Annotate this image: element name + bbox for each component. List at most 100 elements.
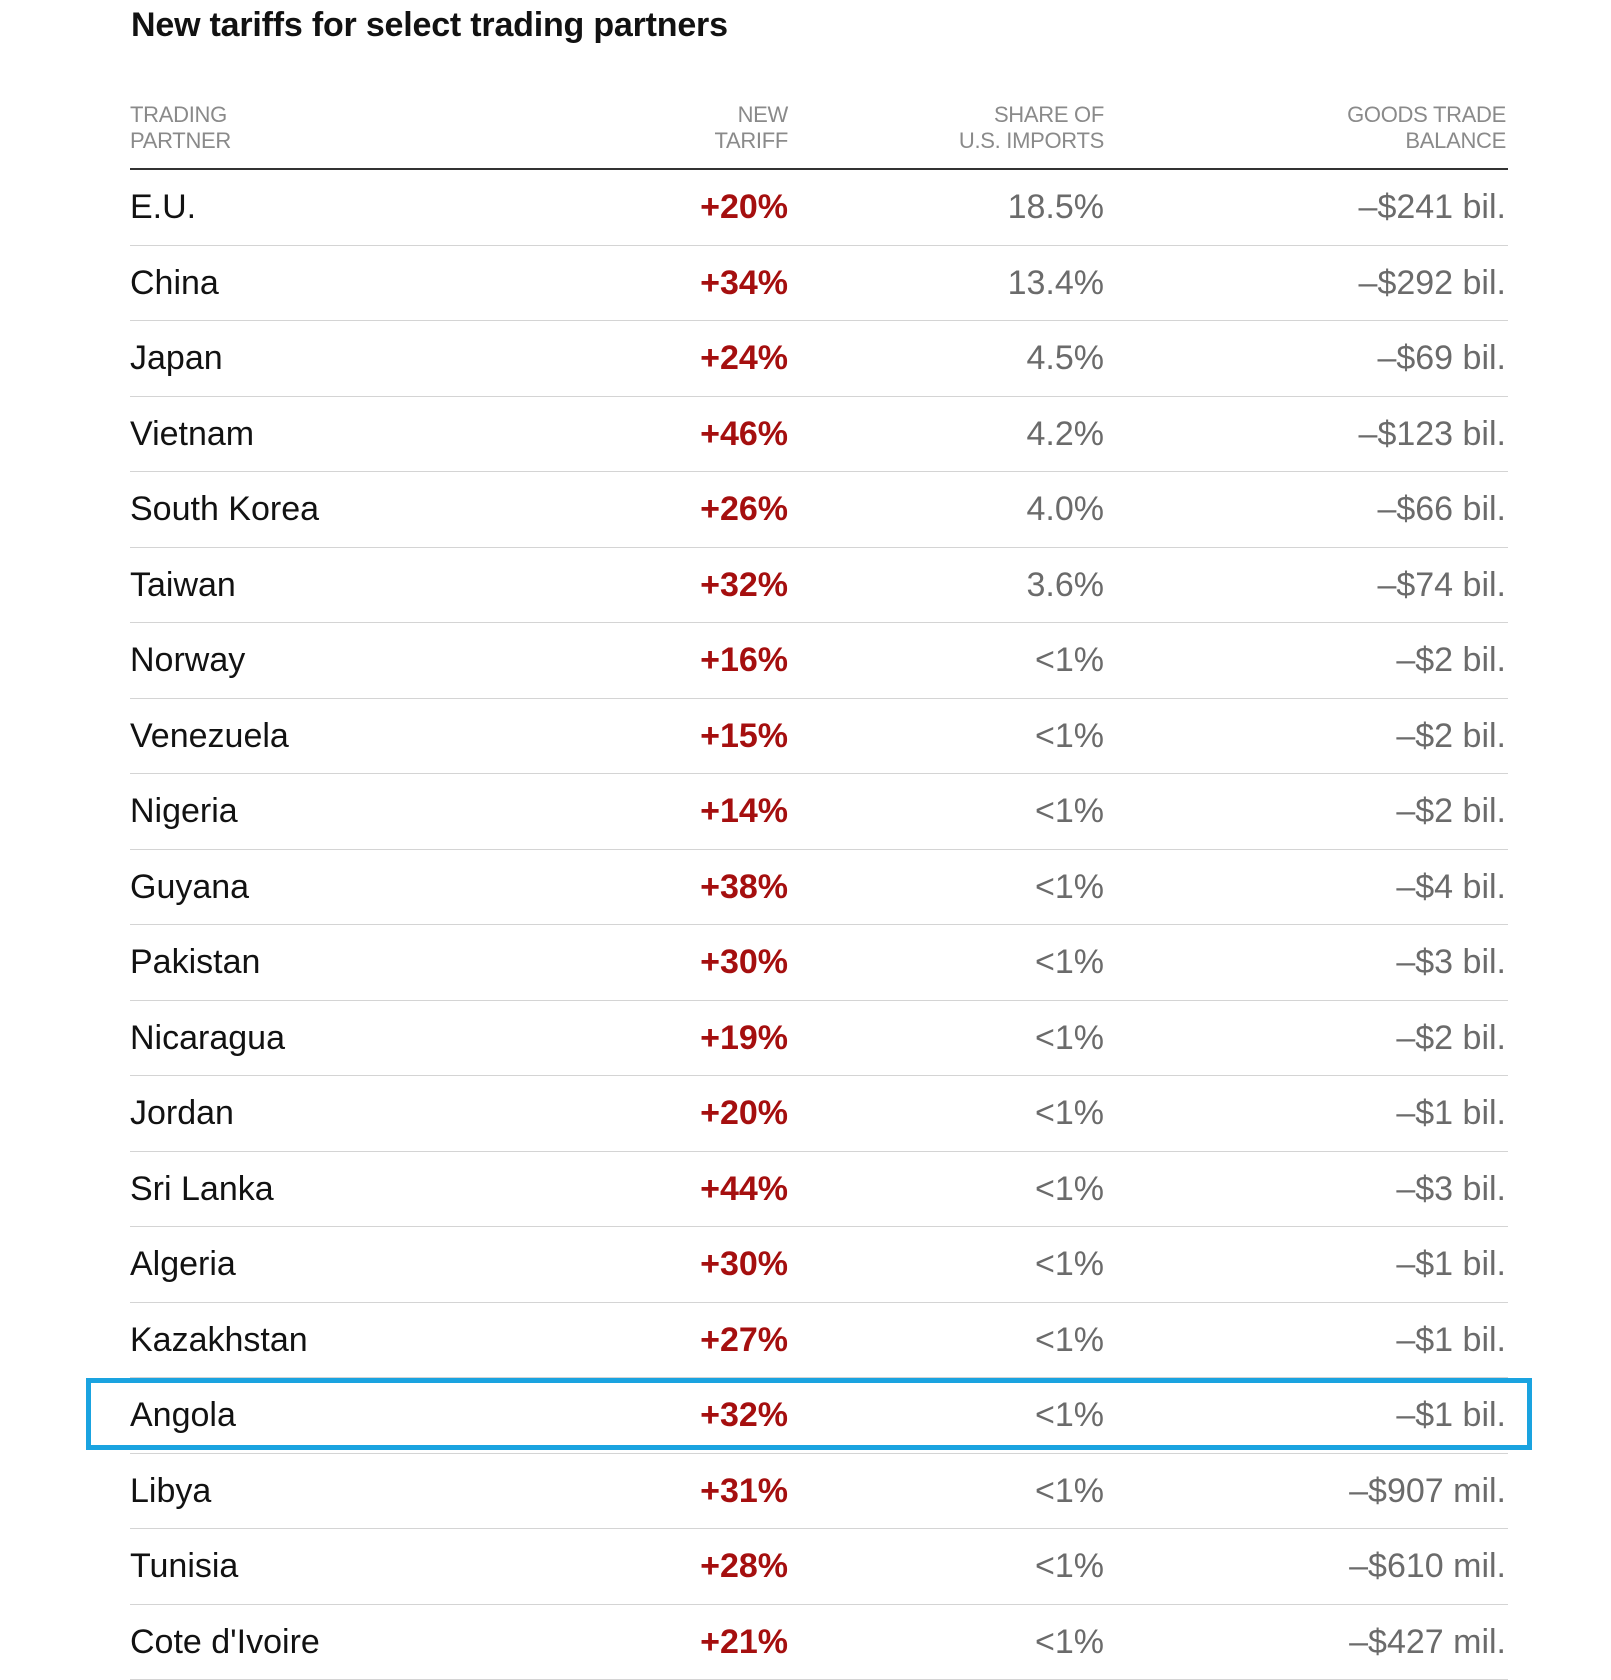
share-cell: <1% [1035,774,1104,849]
table-row: China +34% 13.4% –$292 bil. [130,246,1508,322]
header-share-of-imports-line2: U.S. IMPORTS [959,128,1104,154]
balance-cell: –$610 mil. [1349,1529,1506,1604]
table-row: Japan+24%4.5%–$69 bil. [130,321,1508,397]
partner-cell: Vietnam [130,397,254,472]
tariff-cell: +19% [700,1001,788,1076]
tariff-cell: +20% [700,170,788,245]
share-cell: <1% [1035,850,1104,925]
tariff-cell: +31% [700,1454,788,1529]
partner-cell: Jordan [130,1076,234,1151]
share-cell: <1% [1035,925,1104,1000]
table-row: Nicaragua +19% <1% –$2 bil. [130,1001,1508,1077]
tariff-cell: +16% [700,623,788,698]
balance-cell: –$1 bil. [1396,1076,1506,1151]
partner-cell: Japan [130,321,223,396]
header-goods-trade-balance-line1: GOODS TRADE [1347,102,1506,128]
tariff-cell: +44% [700,1152,788,1227]
header-trading-partner-line2: PARTNER [130,128,231,154]
balance-cell: –$1 bil. [1396,1227,1506,1302]
table-row: Taiwan +32% 3.6% –$74 bil. [130,548,1508,624]
table-row-highlighted: Angola+32%<1%–$1 bil. [130,1378,1508,1454]
tariff-cell: +38% [700,850,788,925]
table-row: Venezuela+15%<1%–$2 bil. [130,699,1508,775]
partner-cell: E.U. [130,170,196,245]
share-cell: <1% [1035,1378,1104,1453]
partner-cell: Angola [130,1378,236,1453]
share-cell: <1% [1035,1605,1104,1680]
share-cell: <1% [1035,1529,1104,1604]
tariff-cell: +14% [700,774,788,849]
partner-cell: Tunisia [130,1529,238,1604]
tariff-cell: +20% [700,1076,788,1151]
table-row: Libya+31%<1%–$907 mil. [130,1454,1508,1530]
header-goods-trade-balance-line2: BALANCE [1347,128,1506,154]
balance-cell: –$292 bil. [1359,246,1506,321]
share-cell: 3.6% [1027,548,1105,623]
share-cell: <1% [1035,1001,1104,1076]
partner-cell: China [130,246,219,321]
table-row: Algeria +30% <1% –$1 bil. [130,1227,1508,1303]
tariff-cell: +32% [700,1378,788,1453]
table-body: E.U.+20%18.5%–$241 bil. China+34%13.4%–$… [130,170,1508,1680]
tariff-cell: +24% [700,321,788,396]
balance-cell: –$427 mil. [1349,1605,1506,1680]
partner-cell: Sri Lanka [130,1152,274,1227]
partner-cell: Algeria [130,1227,236,1302]
partner-cell: Kazakhstan [130,1303,308,1378]
tariff-cell: +21% [700,1605,788,1680]
partner-cell: Pakistan [130,925,260,1000]
balance-cell: –$74 bil. [1377,548,1506,623]
tariff-table: TRADING PARTNER NEW TARIFF SHARE OF U.S.… [130,98,1508,1680]
partner-cell: Nicaragua [130,1001,285,1076]
header-share-of-imports-line1: SHARE OF [959,102,1104,128]
tariff-cell: +15% [700,699,788,774]
partner-cell: Nigeria [130,774,238,849]
tariff-cell: +30% [700,925,788,1000]
partner-cell: Norway [130,623,245,698]
balance-cell: –$2 bil. [1396,774,1506,849]
balance-cell: –$4 bil. [1396,850,1506,925]
share-cell: <1% [1035,1227,1104,1302]
share-cell: <1% [1035,623,1104,698]
balance-cell: –$123 bil. [1359,397,1506,472]
share-cell: 4.2% [1027,397,1105,472]
partner-cell: South Korea [130,472,319,547]
share-cell: 13.4% [1008,246,1104,321]
table-row: Nigeria +14% <1% –$2 bil. [130,774,1508,850]
balance-cell: –$66 bil. [1377,472,1506,547]
share-cell: 4.5% [1027,321,1105,396]
header-share-of-imports: SHARE OF U.S. IMPORTS [959,102,1104,154]
share-cell: <1% [1035,1303,1104,1378]
tariff-cell: +30% [700,1227,788,1302]
header-trading-partner-line1: TRADING [130,102,231,128]
table-title: New tariffs for select trading partners [131,6,728,45]
partner-cell: Guyana [130,850,249,925]
partner-cell: Libya [130,1454,211,1529]
partner-cell: Taiwan [130,548,236,623]
header-new-tariff-line2: TARIFF [714,128,788,154]
tariff-cell: +34% [700,246,788,321]
table-row: Kazakhstan +27% <1% –$1 bil. [130,1303,1508,1379]
balance-cell: –$1 bil. [1396,1303,1506,1378]
share-cell: 4.0% [1027,472,1105,547]
tariff-cell: +27% [700,1303,788,1378]
balance-cell: –$907 mil. [1349,1454,1506,1529]
balance-cell: –$3 bil. [1396,1152,1506,1227]
table-row: E.U.+20%18.5%–$241 bil. [130,170,1508,246]
tariff-cell: +28% [700,1529,788,1604]
table-row: Tunisia +28% <1% –$610 mil. [130,1529,1508,1605]
table-row: Guyana +38% <1% –$4 bil. [130,850,1508,926]
table-row: Cote d'Ivoire+21%<1%–$427 mil. [130,1605,1508,1680]
balance-cell: –$3 bil. [1396,925,1506,1000]
table-header: TRADING PARTNER NEW TARIFF SHARE OF U.S.… [130,98,1508,170]
balance-cell: –$2 bil. [1396,1001,1506,1076]
share-cell: <1% [1035,1152,1104,1227]
header-goods-trade-balance: GOODS TRADE BALANCE [1347,102,1506,154]
header-trading-partner: TRADING PARTNER [130,102,231,154]
tariff-cell: +32% [700,548,788,623]
balance-cell: –$241 bil. [1359,170,1506,245]
balance-cell: –$2 bil. [1396,699,1506,774]
share-cell: <1% [1035,1076,1104,1151]
table-row: South Korea+26%4.0%–$66 bil. [130,472,1508,548]
table-row: Pakistan +30% <1% –$3 bil. [130,925,1508,1001]
